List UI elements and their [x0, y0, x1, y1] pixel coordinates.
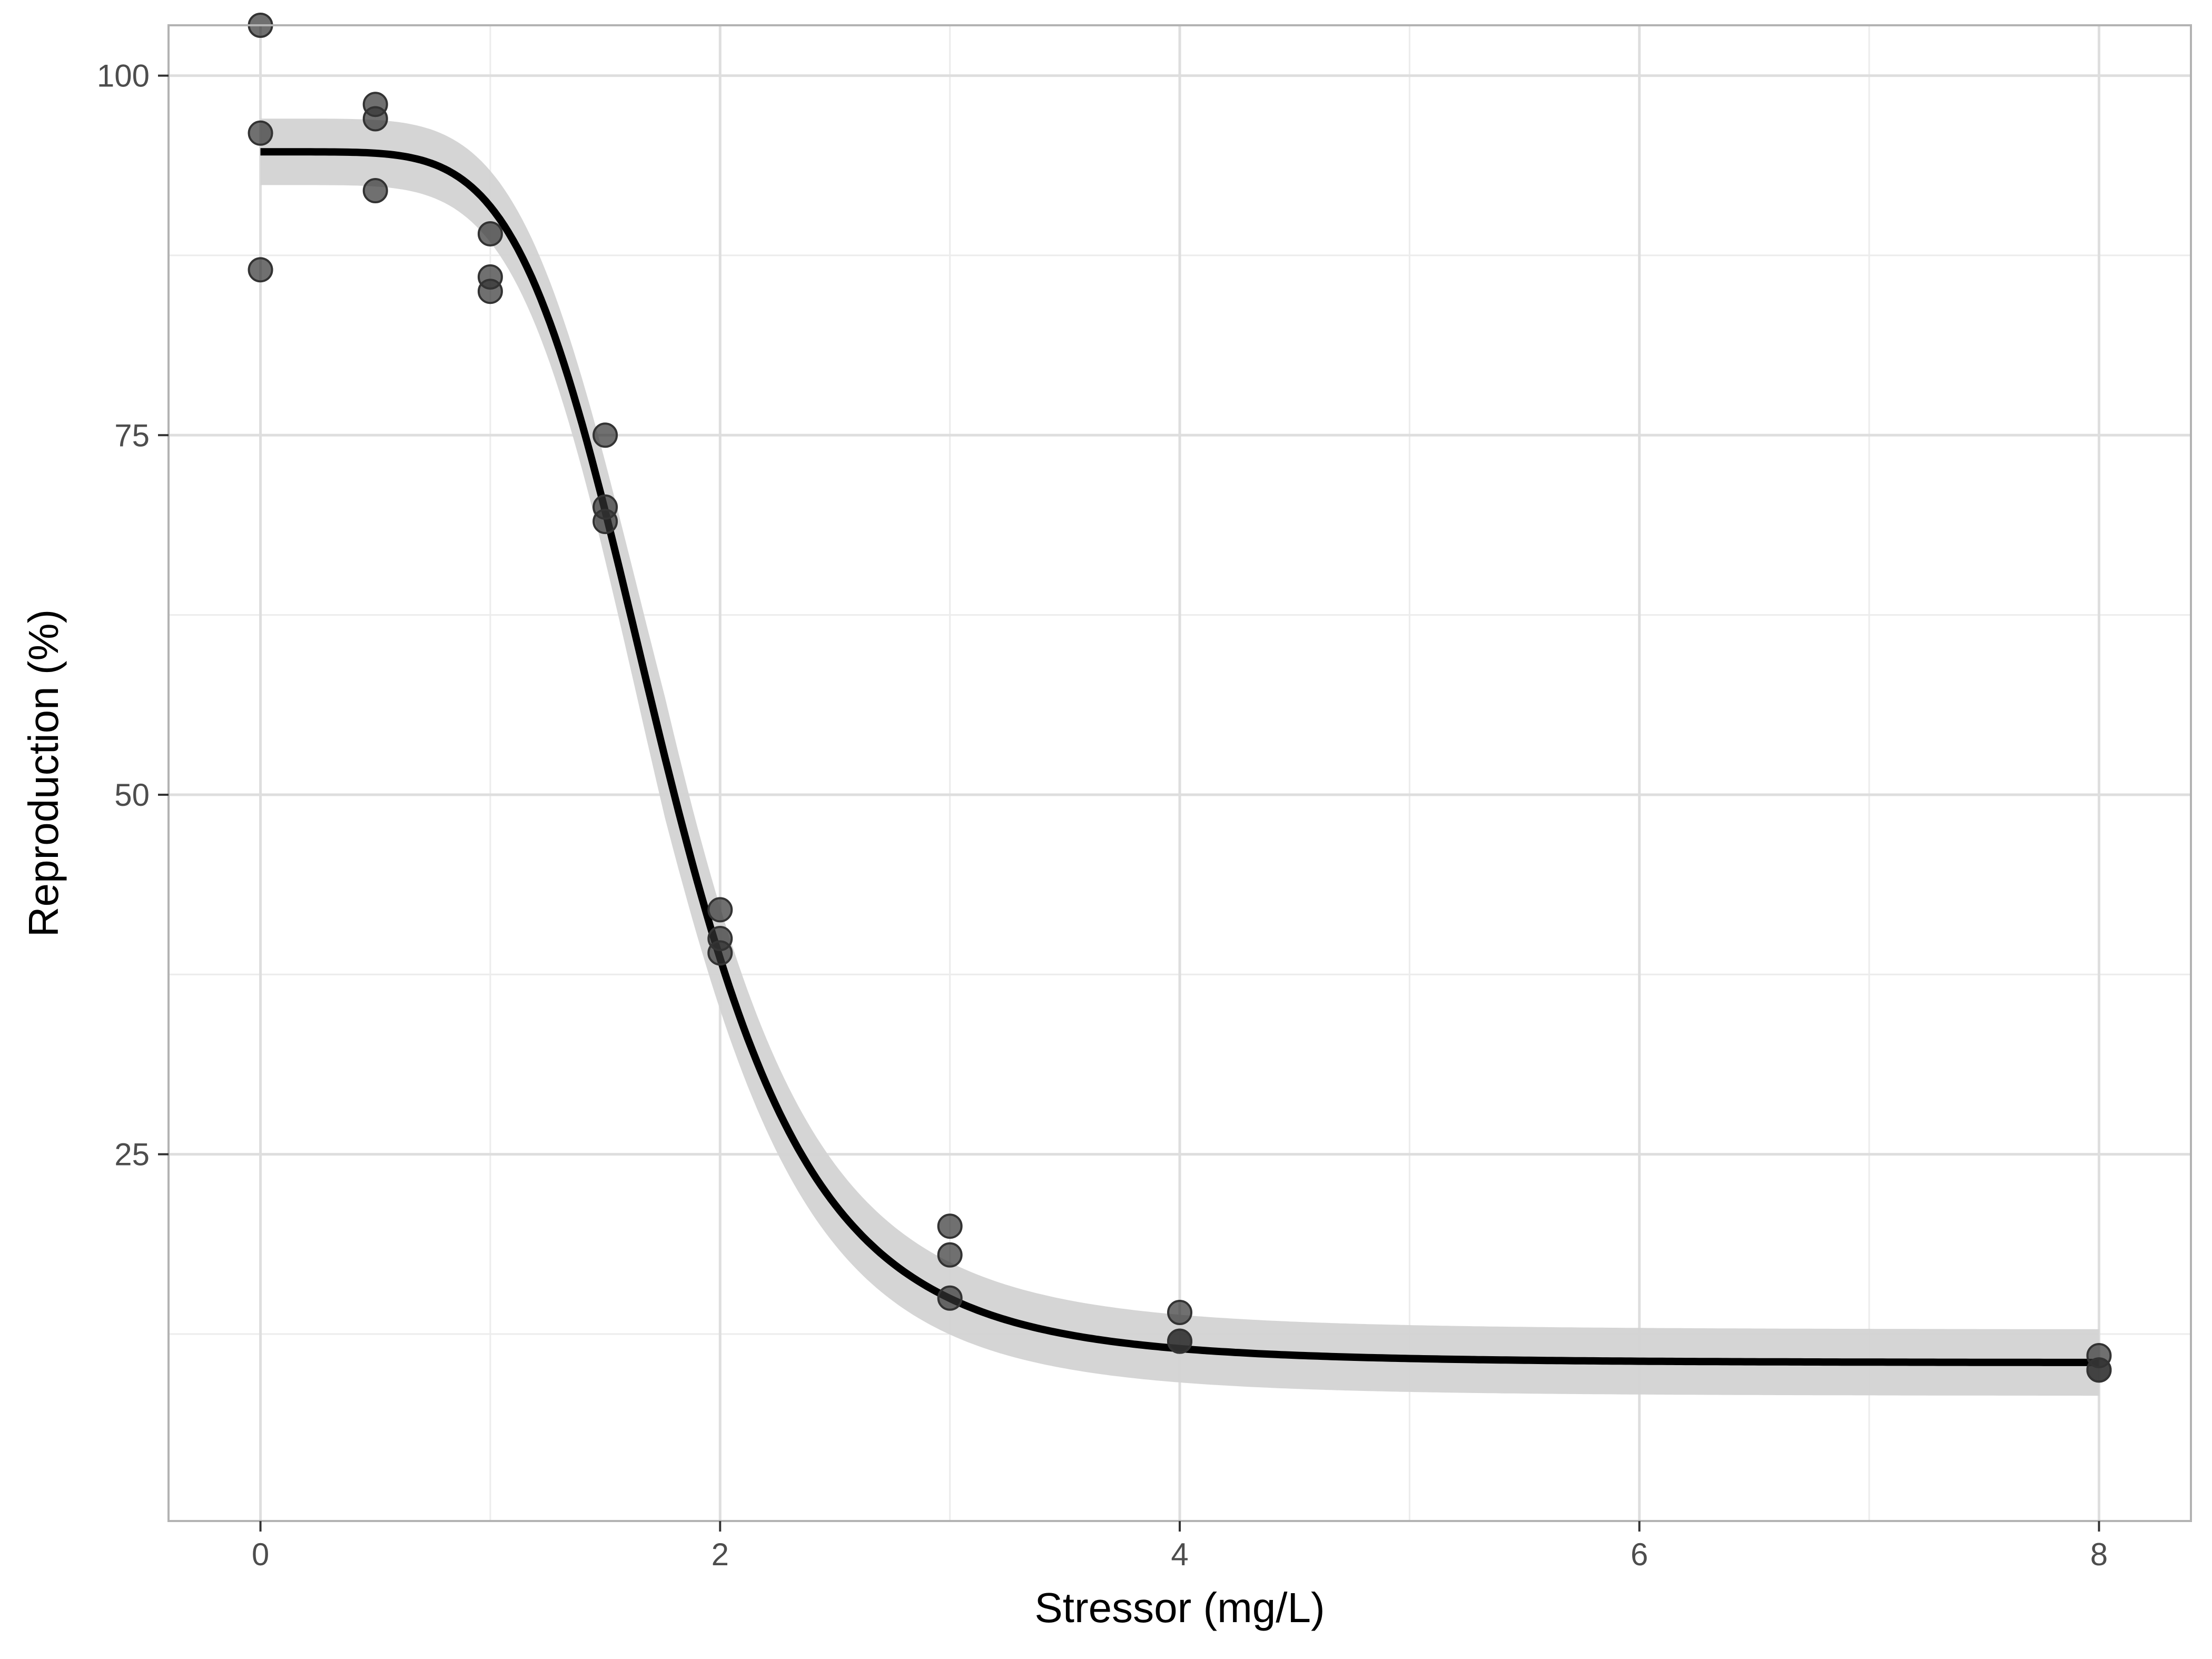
data-point	[937, 1242, 963, 1268]
y-tick-label: 75	[114, 418, 150, 453]
y-axis-ticks: 25 50 75 100	[97, 58, 169, 1172]
x-tick-label: 4	[1171, 1537, 1188, 1572]
data-point	[707, 940, 733, 966]
data-point	[248, 120, 273, 146]
data-point	[477, 221, 503, 246]
data-point	[1167, 1328, 1192, 1354]
x-axis-ticks: 0 2 4 6 8	[252, 1521, 2108, 1572]
x-axis-title: Stressor (mg/L)	[1034, 1584, 1325, 1631]
x-tick-label: 6	[1631, 1537, 1648, 1572]
data-point	[248, 257, 273, 283]
data-point	[592, 509, 618, 535]
x-tick-label: 2	[712, 1537, 729, 1572]
data-point	[2086, 1357, 2112, 1383]
data-point	[592, 422, 618, 448]
data-point	[937, 1213, 963, 1239]
y-tick-label: 50	[114, 777, 150, 813]
data-points	[248, 13, 2112, 1383]
x-tick-label: 0	[252, 1537, 269, 1572]
data-point	[477, 279, 503, 304]
data-point	[937, 1285, 963, 1311]
y-tick-label: 100	[97, 58, 150, 94]
data-point	[362, 178, 388, 204]
y-tick-label: 25	[114, 1137, 150, 1172]
data-point	[707, 897, 733, 923]
major-gridlines	[169, 25, 2191, 1521]
data-point	[362, 106, 388, 132]
y-axis-title: Reproduction (%)	[20, 609, 67, 937]
data-point	[1167, 1300, 1192, 1326]
x-tick-label: 8	[2090, 1537, 2108, 1572]
